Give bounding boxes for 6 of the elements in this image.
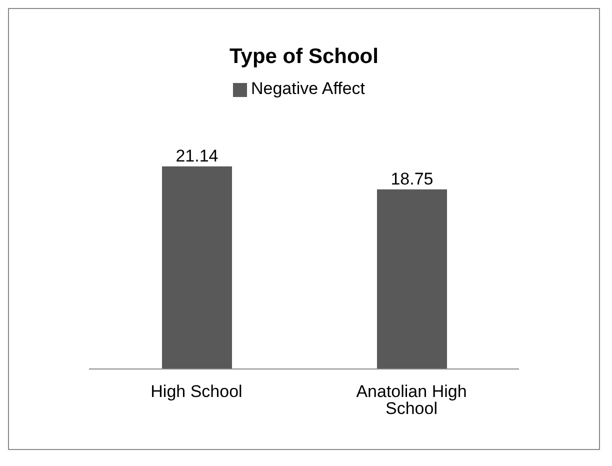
x-tick-label: Anatolian High School: [356, 382, 467, 418]
chart-title: Type of School: [228, 45, 380, 69]
legend-label: Negative Affect: [250, 79, 366, 98]
data-label: 18.75: [390, 169, 434, 188]
data-label: 21.14: [176, 146, 218, 166]
x-tick-label: High School: [150, 382, 242, 402]
